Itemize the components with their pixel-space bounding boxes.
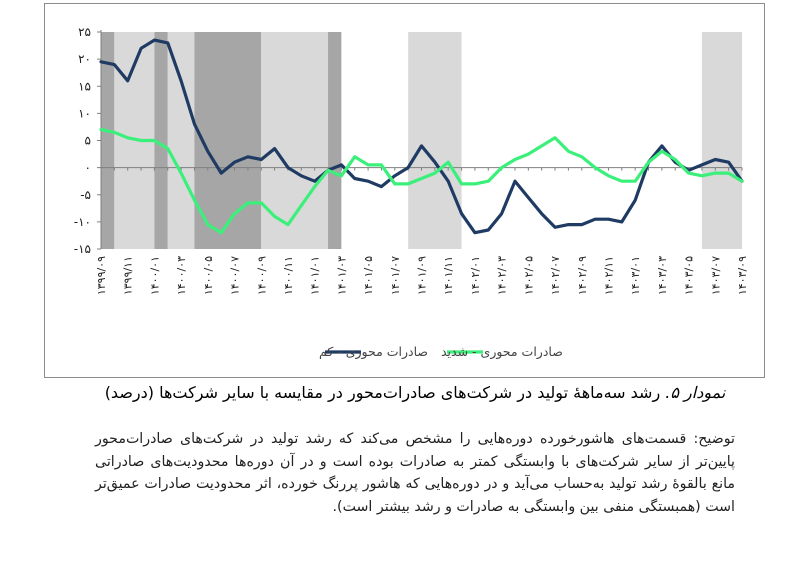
x-tick-label: ۱۴۰۱/۱۱ <box>442 256 455 295</box>
x-tick-label: ۱۳۹۹/۱۱ <box>122 256 135 295</box>
legend-label-0: صادرات محوری - کم <box>319 344 428 360</box>
y-tick-label: ۲۰ <box>78 52 91 66</box>
y-tick-labels: ۲۵ ۲۰ ۱۵ ۱۰ ۵ ۰ -۵ -۱۰ -۱۵ <box>74 25 91 256</box>
x-tick-label: ۱۳۹۹/۰۹ <box>95 256 108 295</box>
shaded-period-4 <box>194 32 262 249</box>
x-tick-label: ۱۴۰۰/۱۱ <box>282 256 295 295</box>
x-tick-label: ۱۴۰۱/۰۳ <box>335 256 348 295</box>
x-tick-label: ۱۴۰۰/۰۱ <box>148 256 161 295</box>
x-tick-label: ۱۴۰۰/۰۵ <box>202 256 215 295</box>
y-tick-label: -۵ <box>80 188 91 202</box>
x-tick-label: ۱۴۰۰/۰۳ <box>175 256 188 295</box>
x-tick-label: ۱۴۰۲/۱۱ <box>602 256 615 295</box>
chart-description: توضیح: قسمت‌های هاشورخورده دوره‌هایی را … <box>95 431 735 515</box>
caption-label: نمودار ۵. <box>665 383 726 402</box>
chart-svg: ۲۵ ۲۰ ۱۵ ۱۰ ۵ ۰ -۵ -۱۰ -۱۵ ۱۳۹۹/۰۹ ۱۳۹۹/۱۱ ۱۴۰۰/۰۱… <box>74 25 749 360</box>
x-tick-label: ۱۴۰۳/۰۷ <box>709 256 722 295</box>
y-tick-label: ۰ <box>85 161 91 175</box>
x-tick-label: ۱۴۰۳/۰۵ <box>683 256 696 295</box>
x-tick-label: ۱۴۰۲/۰۹ <box>576 256 589 295</box>
series-line-0 <box>99 38 744 235</box>
x-tick-labels: ۱۳۹۹/۰۹ ۱۳۹۹/۱۱ ۱۴۰۰/۰۱ ۱۴۰۰/۰۳ ۱۴۰۰/۰۵ ۱۴۰۰/… <box>95 256 749 295</box>
x-tick-label: ۱۴۰۱/۰۹ <box>416 256 429 295</box>
chart-frame: ۲۵ ۲۰ ۱۵ ۱۰ ۵ ۰ -۵ -۱۰ -۱۵ ۱۳۹۹/۰۹ ۱۳۹۹/۱۱ ۱۴۰۰/۰۱… <box>44 3 765 378</box>
x-tick-label: ۱۴۰۳/۰۱ <box>629 256 642 295</box>
y-tick-label: ۵ <box>85 134 91 148</box>
x-tick-label: ۱۴۰۱/۰۱ <box>309 256 322 295</box>
shaded-period-7 <box>408 32 462 249</box>
y-tick-label: ۱۰ <box>78 106 91 120</box>
x-tick-label: ۱۴۰۲/۰۱ <box>469 256 482 295</box>
shaded-period-2 <box>154 32 168 249</box>
x-tick-label: ۱۴۰۳/۰۳ <box>656 256 669 295</box>
y-tick-label: ۲۵ <box>78 25 91 39</box>
x-tick-label: ۱۴۰۱/۰۷ <box>389 256 402 295</box>
x-tick-label: ۱۴۰۲/۰۷ <box>549 256 562 295</box>
shaded-periods <box>101 32 742 249</box>
legend-label-1: صادرات محوری - شدید <box>441 344 563 360</box>
series-lines <box>99 38 744 235</box>
x-tick-label: ۱۴۰۰/۰۷ <box>229 256 242 295</box>
shaded-period-8 <box>701 32 742 249</box>
x-tick-label: ۱۴۰۰/۰۹ <box>255 256 268 295</box>
chart-axes <box>97 30 743 250</box>
caption-text: رشد سه‌ماههٔ تولید در شرکت‌های صادرات‌مح… <box>104 383 666 402</box>
shaded-period-3 <box>167 32 195 249</box>
x-tick-label: ۱۴۰۲/۰۳ <box>496 256 509 295</box>
x-tick-label: ۱۴۰۱/۰۵ <box>362 256 375 295</box>
chart-caption: نمودار ۵. رشد سه‌ماههٔ تولید در شرکت‌های… <box>95 383 735 402</box>
series-line-1 <box>99 127 744 235</box>
x-tick-label: ۱۴۰۳/۰۹ <box>736 256 749 295</box>
y-tick-label: -۱۰ <box>74 215 91 229</box>
legend: صادرات محوری - شدید صادرات محوری - کم <box>319 344 563 360</box>
shaded-period-0 <box>101 32 115 249</box>
x-tick-label: ۱۴۰۲/۰۵ <box>522 256 535 295</box>
y-tick-label: ۱۵ <box>78 79 91 93</box>
y-tick-label: -۱۵ <box>74 242 91 256</box>
shaded-period-6 <box>328 32 342 249</box>
